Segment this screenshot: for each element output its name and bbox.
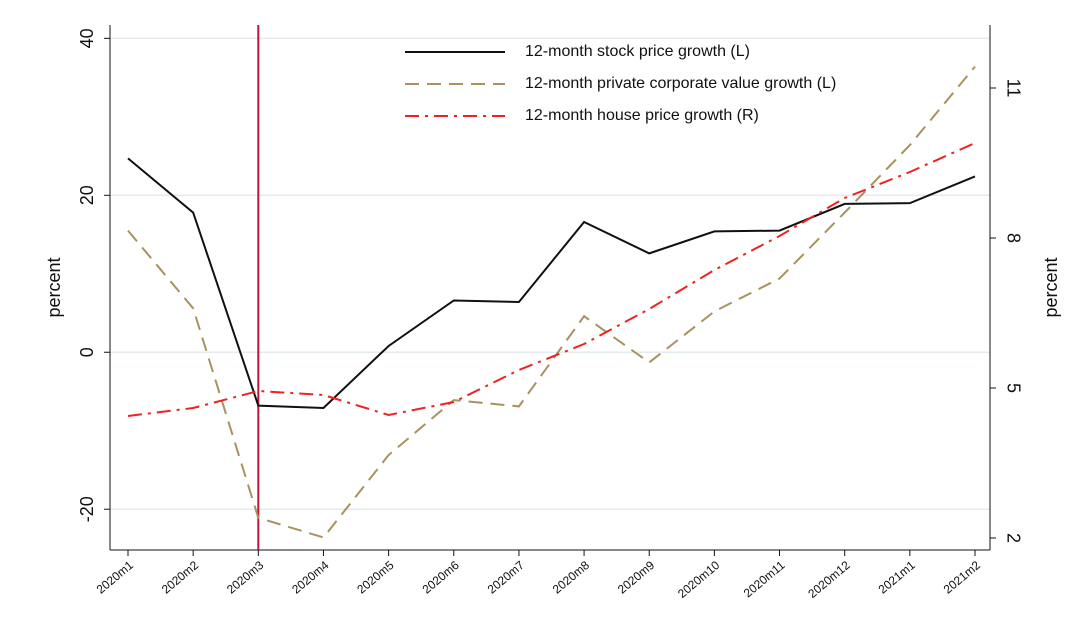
y-tick-label: 40 bbox=[77, 28, 97, 48]
x-tick-label: 2020m6 bbox=[420, 558, 462, 597]
y2-axis-label: percent bbox=[1041, 257, 1061, 317]
y2-tick-label: 2 bbox=[1003, 533, 1023, 543]
x-tick-label: 2020m5 bbox=[354, 558, 396, 597]
x-tick-label: 2020m7 bbox=[485, 558, 527, 597]
x-tick-label: 2020m3 bbox=[224, 558, 266, 597]
legend-label: 12-month stock price growth (L) bbox=[525, 43, 750, 60]
x-tick-label: 2020m11 bbox=[741, 558, 788, 601]
legend-label: 12-month house price growth (R) bbox=[525, 107, 759, 124]
series-line bbox=[127, 157, 976, 409]
x-tick-label: 2021m2 bbox=[941, 558, 983, 597]
x-tick-label: 2020m2 bbox=[159, 558, 201, 597]
x-tick-label: 2020m8 bbox=[550, 558, 592, 597]
series-line bbox=[127, 65, 976, 539]
y-tick-label: -20 bbox=[77, 496, 97, 522]
y-tick-label: 20 bbox=[77, 185, 97, 205]
y-axis-label: percent bbox=[44, 257, 64, 317]
x-tick-label: 2020m4 bbox=[289, 558, 331, 597]
y2-tick-label: 11 bbox=[1003, 79, 1023, 98]
y2-tick-label: 5 bbox=[1003, 383, 1023, 393]
y2-tick-label: 8 bbox=[1003, 233, 1023, 243]
y-tick-label: 0 bbox=[77, 347, 97, 357]
x-tick-label: 2020m10 bbox=[675, 558, 723, 601]
x-tick-label: 2021m1 bbox=[876, 558, 918, 597]
legend-label: 12-month private corporate value growth … bbox=[525, 75, 836, 92]
series-line bbox=[127, 142, 976, 417]
x-tick-label: 2020m1 bbox=[94, 558, 136, 597]
x-tick-label: 2020m12 bbox=[805, 558, 853, 601]
x-tick-label: 2020m9 bbox=[615, 558, 657, 597]
